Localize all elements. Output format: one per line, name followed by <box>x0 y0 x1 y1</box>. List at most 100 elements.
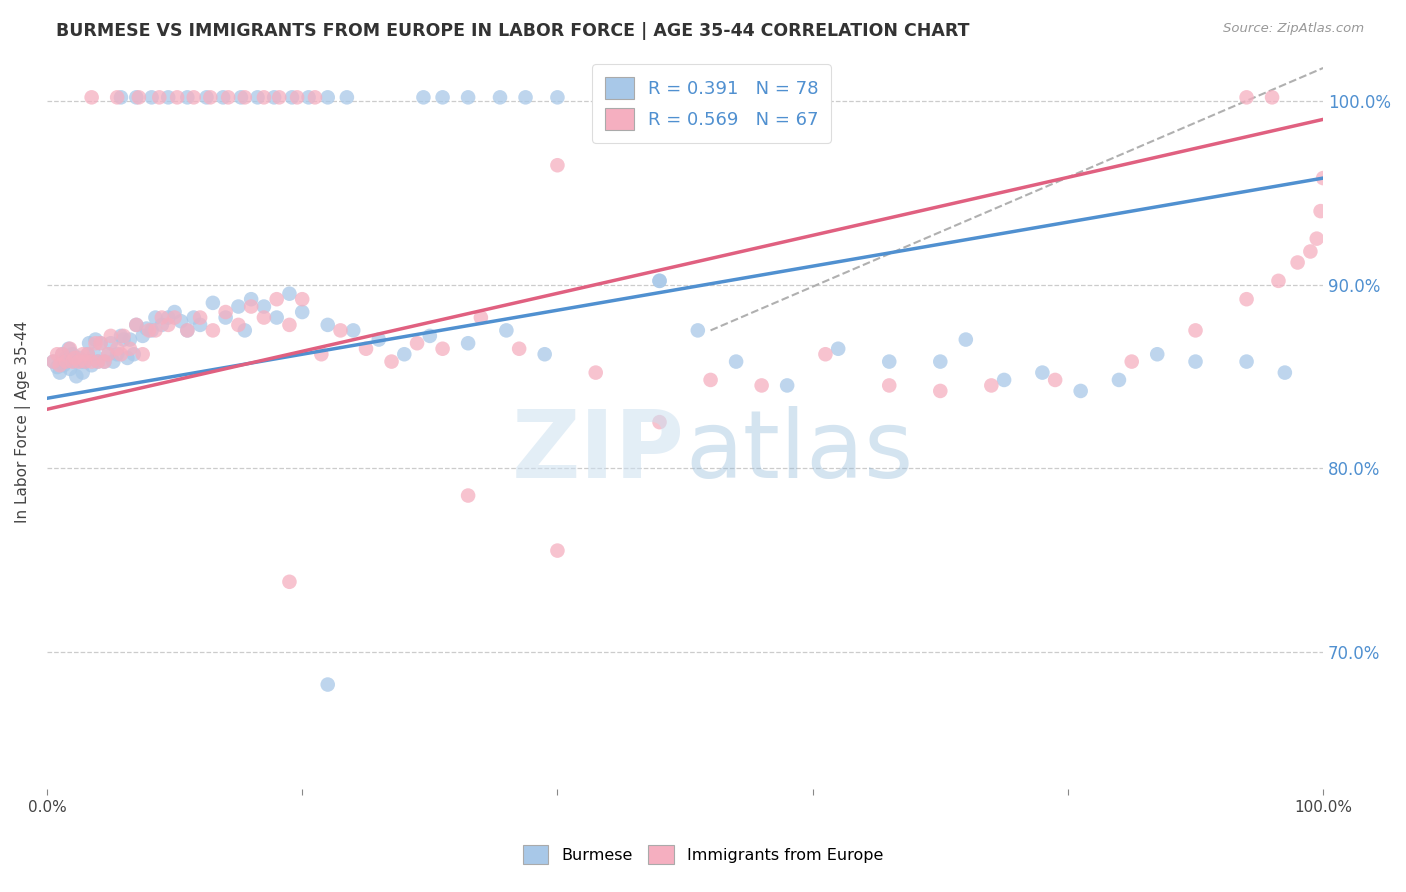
Point <box>183 90 205 104</box>
Point <box>42 354 65 368</box>
Point <box>150 310 173 325</box>
Point <box>233 90 256 104</box>
Point <box>725 354 748 368</box>
Point <box>246 90 269 104</box>
Point <box>470 310 492 325</box>
Point <box>457 90 479 104</box>
Point <box>329 323 352 337</box>
Point <box>56 354 79 368</box>
Point <box>112 333 135 347</box>
Point <box>489 90 512 104</box>
Point <box>67 354 90 368</box>
Point <box>1274 366 1296 380</box>
Point <box>93 354 115 368</box>
Point <box>163 305 186 319</box>
Text: ZIP: ZIP <box>512 406 685 498</box>
Point <box>80 354 103 368</box>
Point <box>200 90 222 104</box>
Point <box>141 323 163 337</box>
Point <box>814 347 837 361</box>
Point <box>266 292 288 306</box>
Point <box>176 323 198 337</box>
Point <box>157 318 180 332</box>
Point <box>148 90 170 104</box>
Point <box>84 336 107 351</box>
Legend: Burmese, Immigrants from Europe: Burmese, Immigrants from Europe <box>516 838 890 871</box>
Point <box>125 318 148 332</box>
Point <box>929 354 952 368</box>
Point <box>281 90 304 104</box>
Point <box>52 358 75 372</box>
Point <box>128 90 150 104</box>
Point <box>240 300 263 314</box>
Point <box>163 310 186 325</box>
Point <box>686 323 709 337</box>
Point <box>93 354 115 368</box>
Point <box>48 358 70 372</box>
Point <box>253 300 276 314</box>
Point <box>1043 373 1066 387</box>
Point <box>1309 204 1331 219</box>
Point <box>1306 232 1329 246</box>
Point <box>432 342 454 356</box>
Point <box>1184 323 1206 337</box>
Point <box>263 90 285 104</box>
Point <box>751 378 773 392</box>
Point <box>233 323 256 337</box>
Point <box>80 358 103 372</box>
Point <box>699 373 721 387</box>
Point <box>135 321 157 335</box>
Point <box>117 351 139 365</box>
Point <box>125 90 148 104</box>
Point <box>188 310 211 325</box>
Point <box>342 323 364 337</box>
Point <box>394 347 416 361</box>
Point <box>929 384 952 398</box>
Point <box>217 90 239 104</box>
Point <box>48 366 70 380</box>
Point <box>419 329 441 343</box>
Point <box>105 342 128 356</box>
Point <box>508 342 530 356</box>
Point <box>90 336 112 351</box>
Point <box>145 310 167 325</box>
Point <box>1146 347 1168 361</box>
Point <box>157 90 180 104</box>
Point <box>228 318 250 332</box>
Point <box>87 354 110 368</box>
Point <box>266 310 288 325</box>
Point <box>993 373 1015 387</box>
Point <box>432 90 454 104</box>
Point <box>367 333 389 347</box>
Point <box>67 351 90 365</box>
Point <box>316 318 339 332</box>
Point <box>90 336 112 351</box>
Point <box>72 347 94 361</box>
Point <box>76 347 98 361</box>
Point <box>51 347 73 361</box>
Point <box>157 310 180 325</box>
Point <box>65 369 87 384</box>
Point <box>110 347 132 361</box>
Point <box>546 158 568 172</box>
Point <box>457 489 479 503</box>
Point <box>105 347 128 361</box>
Point <box>291 292 314 306</box>
Point <box>72 366 94 380</box>
Point <box>122 347 145 361</box>
Point <box>131 329 153 343</box>
Point <box>1236 90 1258 104</box>
Point <box>1261 90 1284 104</box>
Point <box>125 318 148 332</box>
Point <box>105 90 128 104</box>
Point <box>457 336 479 351</box>
Point <box>1108 373 1130 387</box>
Point <box>316 677 339 691</box>
Point <box>170 314 193 328</box>
Point <box>58 342 80 356</box>
Point <box>877 378 900 392</box>
Point <box>100 336 122 351</box>
Point <box>176 323 198 337</box>
Point <box>827 342 849 356</box>
Point <box>354 342 377 356</box>
